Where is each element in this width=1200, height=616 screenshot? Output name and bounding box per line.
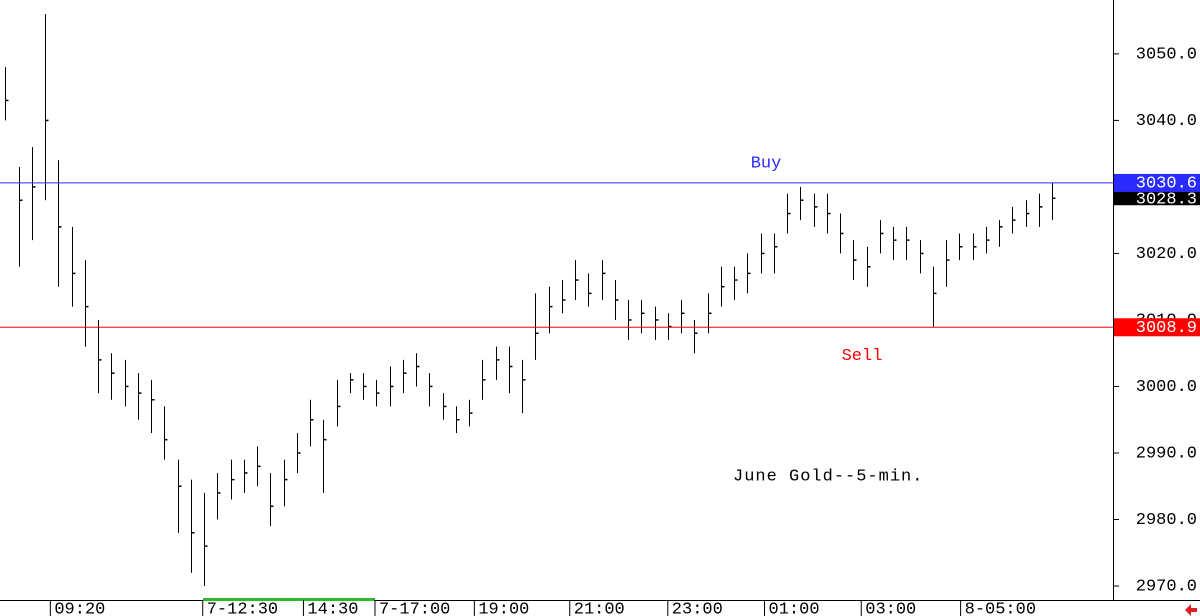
x-tick-label: 21:00 — [574, 600, 625, 616]
y-tick-label: 2990.0 — [1136, 444, 1197, 463]
last-price-label: 3028.3 — [1136, 191, 1197, 210]
level-tag — [1114, 318, 1200, 337]
y-tick-label: 3040.0 — [1136, 112, 1197, 131]
y-tick-label: 3020.0 — [1136, 245, 1197, 264]
y-tick-label: 2970.0 — [1136, 578, 1197, 597]
x-tick-label: 7-17:00 — [379, 600, 450, 616]
x-tick-label: 8-05:00 — [965, 600, 1036, 616]
session-highlight — [203, 598, 375, 601]
x-tick-label: 01:00 — [769, 600, 820, 616]
x-tick-label: 19:00 — [478, 600, 529, 616]
y-tick-label: 3050.0 — [1136, 45, 1197, 64]
x-tick-label: 23:00 — [672, 600, 723, 616]
x-tick-label: 7-12:30 — [207, 600, 278, 616]
scroll-arrow[interactable] — [1185, 604, 1197, 616]
level-label: Buy — [751, 154, 782, 173]
level-tag-label: 3030.6 — [1136, 174, 1197, 193]
x-tick-label: 09:20 — [54, 600, 105, 616]
level-label: Sell — [842, 347, 883, 366]
x-tick-label: 03:00 — [865, 600, 916, 616]
y-tick-label: 2980.0 — [1136, 511, 1197, 530]
x-tick-label: 14:30 — [307, 600, 358, 616]
chart-title: June Gold--5-min. — [733, 467, 923, 486]
level-tag-label: 3008.9 — [1136, 319, 1197, 338]
y-tick-label: 3000.0 — [1136, 378, 1197, 397]
level-tag — [1114, 173, 1200, 192]
last-price-tag — [1114, 191, 1200, 206]
